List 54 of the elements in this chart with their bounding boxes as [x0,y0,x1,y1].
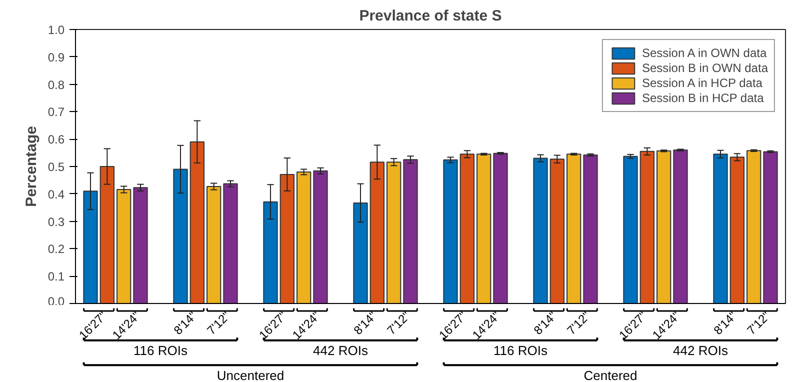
legend-label: Session A in OWN data [642,46,767,60]
text: Uncentered [216,368,284,382]
bar [640,150,654,304]
bar [566,154,582,304]
text: 442 ROIs [313,343,368,358]
bar [83,190,98,304]
bar [443,159,458,304]
bar [713,154,728,304]
bar [353,202,368,304]
bar [263,201,278,304]
bar [370,162,384,304]
bar [173,168,188,304]
bar [656,150,672,304]
bar [100,166,114,304]
y-tick-label: 1.0 [48,23,65,37]
bar [296,171,312,304]
chart-title: Prevlance of state S [359,8,502,24]
y-tick-label: 0.4 [48,187,65,202]
bar [190,141,204,304]
bar [280,174,294,304]
bar [386,162,402,304]
text: 116 ROIs [494,343,548,358]
y-tick-label: 0.3 [48,214,65,229]
bar [730,156,744,304]
bar [763,151,778,304]
legend-label: Session B in HCP data [642,91,764,105]
text: 116 ROIs [134,343,188,358]
bar [313,170,328,304]
bar [623,156,638,304]
y-tick-label: 0.9 [48,50,65,64]
bar [116,189,132,304]
text: Centered [584,368,638,382]
legend-label: Session A in HCP data [642,76,762,90]
text: 442 ROIs [673,343,728,358]
bar [493,152,508,304]
legend-label: Session B in OWN data [642,61,768,75]
y-tick-label: 0.8 [48,78,65,92]
bar [673,150,688,304]
y-tick-label: 0.7 [48,105,65,120]
bar [223,183,238,304]
bar [460,154,474,304]
y-axis-title: Percentage [22,126,40,207]
bar [476,154,492,304]
bar [550,158,564,304]
y-tick-label: 0.5 [48,160,65,174]
bar [133,187,148,304]
bar [403,159,418,304]
y-tick-label: 0.2 [48,242,65,256]
bar [206,186,222,304]
y-tick-label: 0.1 [48,270,65,284]
y-tick-label: 0.6 [48,132,65,147]
bar [583,154,598,304]
bar [533,158,548,304]
bar [746,150,762,304]
